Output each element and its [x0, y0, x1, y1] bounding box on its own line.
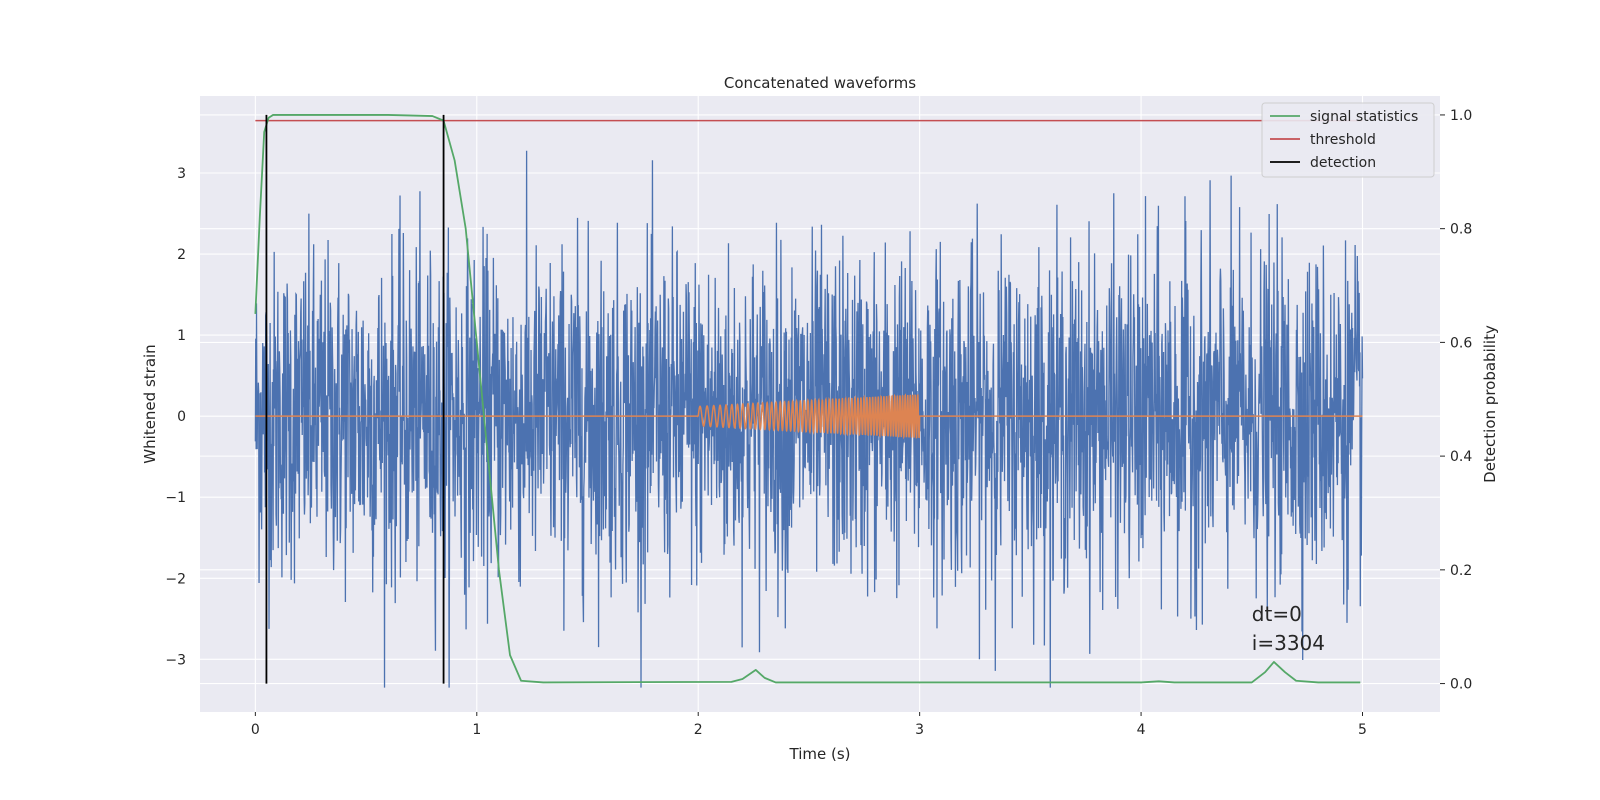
chart-title: Concatenated waveforms	[724, 74, 916, 92]
x-tick-label-0: 0	[251, 722, 260, 738]
legend-label-detection: detection	[1310, 155, 1376, 171]
y-tick-label-2: −1	[165, 490, 186, 506]
legend-label-signal-statistics: signal statistics	[1310, 109, 1418, 125]
x-tick-label-2: 2	[694, 722, 703, 738]
annotation-index: i=3304	[1252, 631, 1325, 655]
annotation-dt: dt=0	[1252, 602, 1302, 626]
y-axis-title: Whitened strain	[141, 344, 159, 463]
y-tick-label-0: −3	[165, 652, 186, 668]
x-tick-label-1: 1	[472, 722, 481, 738]
y2-tick-label-4: 0.8	[1450, 222, 1472, 238]
x-tick-label-4: 4	[1137, 722, 1146, 738]
series-layer	[254, 114, 1364, 688]
y2-tick-label-1: 0.2	[1450, 563, 1472, 579]
y2-tick-label-3: 0.6	[1450, 335, 1472, 351]
y2-axis-ticks: 0.0 0.2 0.4 0.6 0.8 1.0	[1440, 108, 1472, 693]
y2-tick-label-5: 1.0	[1450, 108, 1472, 124]
injection-chirp-line	[255, 393, 1363, 440]
y2-axis-title: Detection probability	[1481, 325, 1499, 483]
y-tick-label-6: 3	[177, 166, 186, 182]
signal-statistics-line	[254, 114, 1361, 684]
legend: signal statistics threshold detection	[1261, 102, 1435, 178]
x-axis-ticks: 0 1 2 3 4 5	[251, 712, 1367, 738]
y-tick-label-1: −2	[165, 571, 186, 587]
y2-tick-label-0: 0.0	[1450, 677, 1472, 693]
x-tick-label-5: 5	[1358, 722, 1367, 738]
y-tick-label-3: 0	[177, 409, 186, 425]
y-tick-label-5: 2	[177, 247, 186, 263]
annotation: dt=0 i=3304	[1252, 602, 1325, 655]
y2-tick-label-2: 0.4	[1450, 449, 1472, 465]
x-tick-label-3: 3	[915, 722, 924, 738]
x-axis-title: Time (s)	[789, 745, 851, 763]
legend-label-threshold: threshold	[1310, 132, 1376, 148]
legend-frame	[1261, 102, 1435, 178]
y-axis-ticks: −3 −2 −1 0 1 2 3	[165, 166, 186, 668]
y-tick-label-4: 1	[177, 328, 186, 344]
